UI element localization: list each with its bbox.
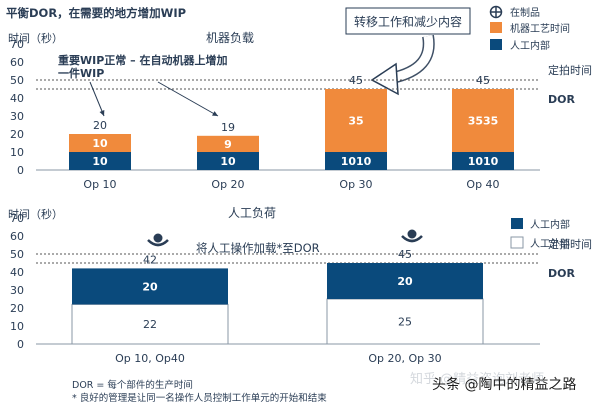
top-bar-value-label: 9	[224, 138, 232, 151]
legend-label-blue: 人工内部	[530, 218, 570, 231]
wip-arrow-op10	[89, 81, 105, 117]
wip-arrow-op20	[157, 81, 219, 117]
operator-icon-1-head	[153, 233, 163, 243]
legend-label-wip: 在制品	[510, 6, 540, 19]
bottom-bar-segment	[327, 263, 483, 299]
watermark: 头条 @陶中的精益之路	[432, 376, 576, 393]
footnote-dor: DOR = 每个部件的生产时间	[72, 379, 193, 391]
legend-swatch-blue	[490, 39, 502, 50]
top-bar-segment	[69, 134, 131, 152]
bottom-bar-value-label: 25	[398, 316, 412, 329]
wip-note-line1: 重要WIP正常 – 在自动机器上增加	[58, 53, 227, 67]
legend-swatch-blue	[511, 218, 523, 229]
legend-swatch-orange	[490, 22, 502, 33]
top-bar-segment	[69, 152, 131, 170]
top-bar-total-label: 45	[349, 74, 363, 87]
bottom-bar-value-label: 22	[143, 318, 157, 331]
operator-icon-2	[401, 229, 423, 243]
bottom-ytick-label: 10	[10, 320, 24, 333]
bottom-ytick-label: 20	[10, 302, 24, 315]
top-bar-value-label: 10	[92, 155, 108, 168]
footnote-management: * 良好的管理是让同一名操作人员控制工作单元的开始和结束	[72, 392, 327, 404]
top-ytick-label: 30	[10, 110, 24, 123]
load-note: 将人工操作加载*至DOR	[196, 241, 320, 255]
bottom-chart-ylabel: 时间（秒）	[8, 207, 63, 221]
top-bar-value-label: 3535	[468, 115, 499, 128]
legend-label-white: 人工外部	[530, 237, 570, 250]
bottom-ytick-label: 0	[17, 338, 24, 351]
transfer-note: 转移工作和减少内容	[354, 14, 462, 29]
top-ytick-label: 20	[10, 128, 24, 141]
top-chart-title: 机器负载	[206, 31, 254, 45]
bottom-ytick-label: 60	[10, 230, 24, 243]
bottom-ref-label-dor: DOR	[548, 267, 575, 280]
top-ytick-label: 40	[10, 92, 24, 105]
top-bar-value-label: 10	[220, 155, 236, 168]
bottom-category-label: Op 10, Op40	[115, 352, 185, 365]
top-ytick-label: 70	[10, 38, 24, 51]
bottom-ytick-label: 40	[10, 266, 24, 279]
top-bar-total-label: 19	[221, 121, 235, 134]
top-category-label: Op 40	[466, 178, 499, 191]
top-ytick-label: 60	[10, 56, 24, 69]
top-category-label: Op 30	[339, 178, 372, 191]
top-bar-total-label: 20	[93, 119, 107, 132]
transfer-callout: 转移工作和减少内容	[345, 7, 471, 35]
wip-arrow-op10-head	[99, 110, 105, 116]
curved-arrow-head	[370, 62, 399, 96]
bottom-bar-total-label: 45	[398, 248, 412, 261]
legend-label-blue: 人工内部	[510, 39, 550, 52]
operator-icon-2-body	[401, 235, 423, 243]
top-bar-segment	[197, 135, 259, 152]
bottom-ytick-label: 30	[10, 284, 24, 297]
top-ref-label-takt: 定拍时间	[548, 63, 592, 77]
top-bar-segment	[452, 89, 514, 152]
bottom-bar-total-label: 42	[143, 253, 157, 266]
top-bar-total-label: 45	[476, 74, 490, 87]
wip-arrow-op20-head	[212, 111, 218, 116]
top-bar-segment	[325, 89, 387, 152]
top-ytick-label: 10	[10, 146, 24, 159]
operator-icon-1	[147, 233, 169, 247]
top-bar-value-label: 1010	[341, 155, 372, 168]
wip-note-line2: 一件WIP	[58, 66, 104, 80]
top-category-label: Op 10	[83, 178, 116, 191]
top-bar-segment	[452, 152, 514, 170]
top-ytick-label: 50	[10, 74, 24, 87]
bottom-bar-segment	[72, 268, 228, 305]
wip-note-arrows	[89, 81, 219, 117]
legend-label-orange: 机器工艺时间	[510, 22, 570, 35]
bottom-chart-title: 人工负荷	[228, 206, 276, 220]
bottom-bar-value-label: 20	[397, 275, 413, 288]
bottom-category-label: Op 20, Op 30	[368, 352, 441, 365]
legend-swatch-white	[510, 236, 524, 249]
watermark-faint: 知乎 @精益咨询刘老师	[410, 371, 544, 387]
bottom-bar-value-label: 20	[142, 280, 158, 293]
top-bar-segment	[325, 152, 387, 170]
top-bar-value-label: 1010	[468, 155, 499, 168]
bottom-chart: 0 10 20 30 40 50 60 70 定拍时间 DOR 22 20 42 Op 10, Op40 2…	[10, 212, 592, 365]
top-category-label: Op 20	[211, 178, 244, 191]
operator-icon-2-head	[407, 229, 417, 239]
top-ref-label-dor: DOR	[548, 93, 575, 106]
page-title: 平衡DOR，在需要的地方增加WIP	[6, 6, 186, 20]
bottom-bar-segment	[71, 303, 229, 345]
operator-icon-1-body	[147, 239, 169, 247]
top-bar-segment	[197, 152, 259, 170]
bottom-ref-label-takt: 定拍时间	[548, 237, 592, 251]
top-bar-value-label: 35	[348, 115, 363, 128]
bottom-bar-segment	[326, 298, 484, 345]
top-bar-value-label: 10	[92, 137, 108, 150]
transfer-callout-box	[345, 7, 471, 35]
top-ytick-label: 0	[17, 164, 24, 177]
curved-arrow	[370, 34, 435, 96]
top-chart-ylabel: 时间（秒）	[8, 31, 63, 45]
bottom-ytick-label: 70	[10, 212, 24, 225]
bottom-ytick-label: 50	[10, 248, 24, 261]
